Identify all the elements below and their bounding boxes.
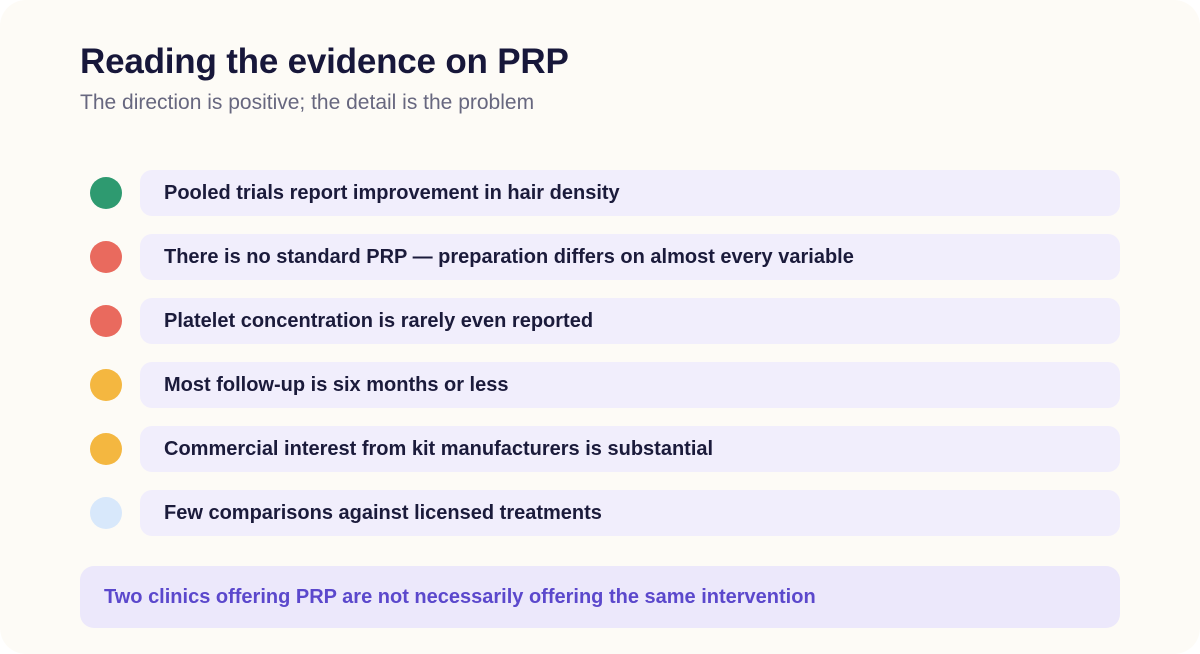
callout-box: Two clinics offering PRP are not necessa… bbox=[80, 566, 1120, 628]
list-item-label: There is no standard PRP — preparation d… bbox=[164, 245, 854, 268]
list-item-label: Few comparisons against licensed treatme… bbox=[164, 501, 602, 524]
list-item-label: Most follow-up is six months or less bbox=[164, 373, 509, 396]
list-item-pill: Most follow-up is six months or less bbox=[140, 362, 1120, 408]
list-item: Commercial interest from kit manufacture… bbox=[80, 426, 1120, 472]
list-item: Pooled trials report improvement in hair… bbox=[80, 170, 1120, 216]
list-item-pill: Few comparisons against licensed treatme… bbox=[140, 490, 1120, 536]
list-item-pill: Platelet concentration is rarely even re… bbox=[140, 298, 1120, 344]
list-item-label: Platelet concentration is rarely even re… bbox=[164, 309, 594, 332]
page-title: Reading the evidence on PRP bbox=[80, 42, 569, 81]
list-item-label: Pooled trials report improvement in hair… bbox=[164, 181, 620, 204]
list-item: Most follow-up is six months or less bbox=[80, 362, 1120, 408]
evidence-list: Pooled trials report improvement in hair… bbox=[80, 170, 1120, 554]
list-item: There is no standard PRP — preparation d… bbox=[80, 234, 1120, 280]
list-item-pill: There is no standard PRP — preparation d… bbox=[140, 234, 1120, 280]
list-item: Few comparisons against licensed treatme… bbox=[80, 490, 1120, 536]
status-dot-icon bbox=[90, 433, 122, 465]
status-dot-icon bbox=[90, 305, 122, 337]
list-item-label: Commercial interest from kit manufacture… bbox=[164, 437, 714, 460]
status-dot-icon bbox=[90, 369, 122, 401]
list-item-pill: Pooled trials report improvement in hair… bbox=[140, 170, 1120, 216]
status-dot-icon bbox=[90, 497, 122, 529]
list-item: Platelet concentration is rarely even re… bbox=[80, 298, 1120, 344]
callout-text: Two clinics offering PRP are not necessa… bbox=[104, 585, 816, 608]
list-item-pill: Commercial interest from kit manufacture… bbox=[140, 426, 1120, 472]
page-subtitle: The direction is positive; the detail is… bbox=[80, 91, 535, 114]
status-dot-icon bbox=[90, 177, 122, 209]
status-dot-icon bbox=[90, 241, 122, 273]
